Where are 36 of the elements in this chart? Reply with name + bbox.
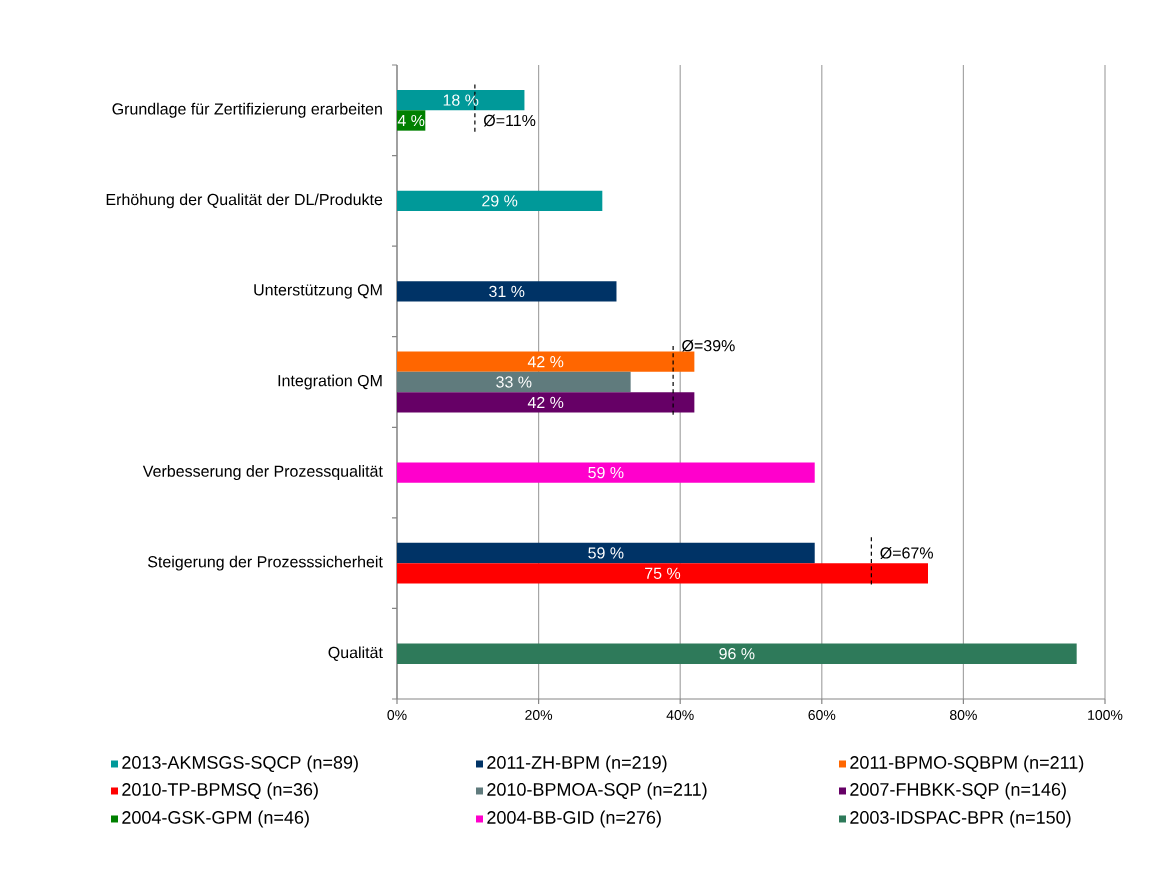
y-tick-label: Unterstützung QM: [254, 284, 382, 299]
legend-label: 2004-BB-GID (n=276): [487, 810, 661, 828]
data-label: 4 %: [397, 114, 425, 127]
data-label: 59 %: [588, 466, 624, 479]
y-tick-label: Erhöhung der Qualität der DL/Produkte: [106, 193, 383, 209]
legend-label: 2003-IDSPAC-BPR (n=150): [850, 810, 1071, 828]
legend-label: 2011-BPMO-SQBPM (n=211): [850, 755, 1084, 773]
ref-line-label: Ø=39%: [682, 339, 735, 352]
legend-label: 2011-ZH-BPM (n=219): [487, 755, 667, 773]
data-label: 29 %: [482, 195, 518, 207]
x-tick-label: 20%: [525, 710, 553, 720]
x-tick-label: 40%: [666, 710, 694, 720]
legend-label: 2010-TP-BPMSQ (n=36): [122, 782, 318, 800]
y-tick-label: Grundlage für Zertifizierung erarbeiten: [112, 102, 382, 118]
data-label: 31 %: [489, 285, 525, 298]
data-label: 75 %: [645, 567, 681, 579]
data-label: 18 %: [443, 94, 479, 106]
legend-label: 2013-AKMSGS-SQCP (n=89): [122, 755, 358, 773]
data-label: 59 %: [588, 547, 624, 559]
legend-label: 2007-FHBKK-SQP (n=146): [850, 782, 1066, 800]
y-tick-label: Qualität: [328, 646, 383, 661]
x-tick-label: 100%: [1088, 710, 1123, 720]
data-label: 42 %: [527, 355, 564, 368]
legend-label: 2004-GSK-GPM (n=46): [122, 810, 309, 828]
ref-line-label: Ø=67%: [880, 547, 933, 559]
y-tick-label: Steigerung der Prozesssicherheit: [147, 555, 383, 571]
x-tick-label: 60%: [808, 710, 836, 720]
legend-label: 2010-BPMOA-SQP (n=211): [487, 782, 707, 800]
x-tick-label: 80%: [949, 710, 977, 720]
data-label: 33 %: [496, 376, 532, 388]
data-label: 42 %: [527, 396, 564, 409]
y-tick-label: Verbesserung der Prozessqualität: [142, 465, 383, 481]
y-tick-label: Integration QM: [278, 374, 382, 390]
data-label: 96 %: [719, 648, 755, 660]
x-tick-label: 0%: [387, 710, 407, 720]
ref-line-label: Ø=11%: [483, 114, 536, 127]
